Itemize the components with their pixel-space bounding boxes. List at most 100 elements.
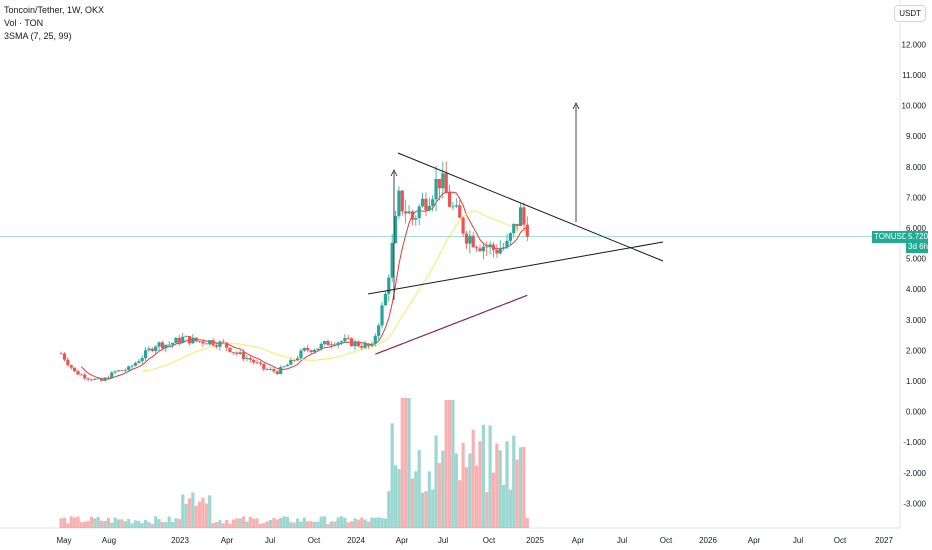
volume-bar <box>350 521 354 528</box>
volume-bar <box>424 491 428 528</box>
currency-button[interactable]: USDT <box>894 5 926 22</box>
candle-body <box>414 218 418 220</box>
volume-bar <box>410 478 415 528</box>
volume-bar <box>262 522 266 528</box>
volume-bar <box>468 453 472 528</box>
candle-body <box>454 205 458 207</box>
candle-body <box>518 207 523 227</box>
volume-bar <box>265 521 269 528</box>
volume-bar <box>241 516 246 528</box>
volume-bar <box>130 523 134 528</box>
candle-body <box>258 362 263 364</box>
volume-bar <box>167 516 171 528</box>
candle-body <box>79 374 83 376</box>
volume-bar <box>89 516 94 528</box>
time-tick-label: 2024 <box>347 536 365 545</box>
volume-bar <box>485 492 489 528</box>
candle-body <box>113 371 117 373</box>
volume-bar <box>336 517 340 528</box>
candle-body <box>73 367 77 372</box>
volume-bar <box>83 521 87 528</box>
candle-body <box>252 359 256 363</box>
trendline-drawings[interactable] <box>367 102 664 300</box>
volume-bar <box>252 518 256 528</box>
volume-bar <box>174 518 178 528</box>
candle-body <box>515 223 519 227</box>
candle-body <box>272 369 276 372</box>
volume-bar <box>127 518 131 528</box>
volume-bar <box>299 521 303 528</box>
volume-bar <box>525 518 529 528</box>
legend-title[interactable]: Toncoin/Tether, 1W, OKX <box>4 5 105 15</box>
time-tick-label: May <box>56 536 71 545</box>
volume-bar <box>322 516 327 528</box>
candle-body <box>187 336 192 344</box>
volume-bar <box>238 518 242 528</box>
candle-body <box>211 340 215 346</box>
volume-bar <box>441 450 445 528</box>
candle-body <box>461 217 465 234</box>
candle-body <box>100 378 104 381</box>
candle-body <box>83 374 87 379</box>
time-tick-label: Oct <box>660 536 673 545</box>
candle-body <box>62 353 67 360</box>
volume-bar <box>366 521 371 528</box>
volume-bar <box>59 518 63 528</box>
volume-bar <box>62 517 67 528</box>
sma-99-line <box>375 294 528 355</box>
volume-bar <box>407 398 411 528</box>
time-tick-label: Apr <box>748 536 761 545</box>
time-tick-label: Oct <box>834 536 847 545</box>
candle-body <box>181 336 185 343</box>
price-tick-label: 11.000 <box>902 71 926 80</box>
volume-bar <box>113 517 117 528</box>
candle-body <box>238 352 242 354</box>
candle-body <box>106 377 110 379</box>
candle-body <box>329 344 333 346</box>
candle-body <box>76 371 80 375</box>
candle-body <box>235 352 239 354</box>
candle-body <box>292 359 296 361</box>
price-tick-label: 9.000 <box>906 132 927 141</box>
volume-bar <box>339 516 344 528</box>
candle-body <box>471 235 475 248</box>
volume-bar <box>404 398 408 528</box>
candle-body <box>184 336 188 337</box>
volume-bar <box>478 441 482 528</box>
candle-body <box>285 364 290 367</box>
price-tick-label: -3.000 <box>903 499 926 508</box>
volume-bar <box>79 522 83 528</box>
volume-bar <box>312 522 317 528</box>
volume-bar <box>434 435 438 528</box>
candle-body <box>410 211 415 220</box>
volume-bar <box>255 518 259 528</box>
volume-bar <box>356 519 360 528</box>
volume-bar <box>451 400 455 528</box>
candle-body <box>437 178 442 189</box>
volume-bar <box>512 435 516 528</box>
volume-bar <box>491 472 496 528</box>
time-tick-label: Apr <box>221 536 234 545</box>
candle-body <box>417 206 421 219</box>
legend-sma[interactable]: 3SMA (7, 25, 99) <box>4 31 72 41</box>
candle-body <box>164 344 168 349</box>
candle-body <box>96 378 100 380</box>
candle-body <box>282 366 286 368</box>
price-tick-label: 8.000 <box>906 163 927 172</box>
candle-body <box>123 369 127 371</box>
volume-bar <box>268 519 273 528</box>
volume-bar <box>272 517 276 528</box>
volume-bar <box>471 429 475 528</box>
last-price-value: 5.720 3d 6h <box>906 230 928 253</box>
time-tick-label: 2023 <box>171 536 189 545</box>
volume-bar <box>214 521 219 528</box>
candle-body <box>262 363 266 370</box>
candle-body <box>150 348 154 352</box>
volume-bar <box>137 520 141 528</box>
legend-volume[interactable]: Vol · TON <box>4 18 44 28</box>
candle-body <box>424 198 428 211</box>
volume-bar <box>329 521 333 528</box>
volume-bar <box>414 471 418 528</box>
price-tick-label: 10.000 <box>902 102 927 111</box>
